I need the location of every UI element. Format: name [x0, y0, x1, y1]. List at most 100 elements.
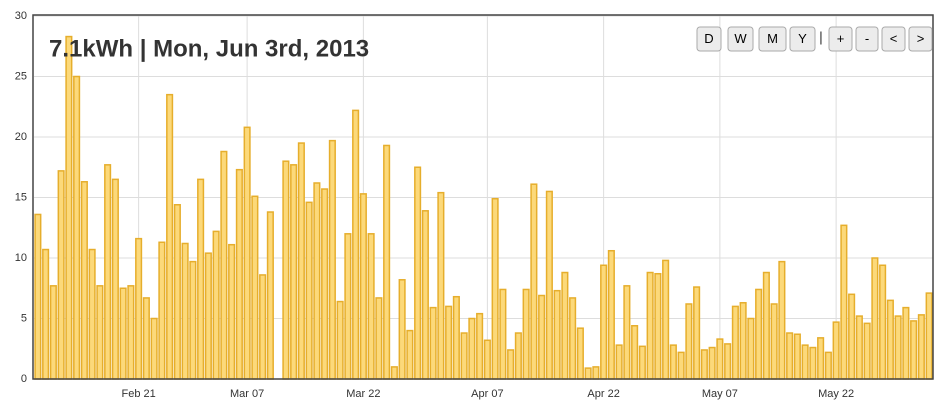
bar — [80, 181, 88, 380]
bar — [476, 312, 484, 380]
bar — [584, 367, 592, 380]
bar — [917, 314, 925, 380]
bar — [421, 210, 429, 380]
bar — [662, 259, 670, 380]
toolbar-button[interactable]: - — [855, 26, 879, 52]
bar — [561, 271, 569, 380]
bar — [290, 164, 298, 380]
bar — [173, 204, 181, 380]
toolbar-button[interactable]: > — [908, 26, 933, 52]
bar — [514, 332, 522, 380]
bar — [49, 285, 57, 380]
bar — [871, 257, 879, 380]
bar — [824, 351, 832, 380]
bar — [352, 109, 360, 380]
bar — [646, 271, 654, 380]
bar — [848, 293, 856, 380]
y-tick-label: 20 — [15, 131, 27, 143]
bar — [445, 305, 453, 380]
chart-title: 7.1kWh | Mon, Jun 3rd, 2013 — [49, 35, 369, 62]
bar — [142, 297, 150, 380]
bar — [631, 325, 639, 380]
bar — [259, 274, 267, 380]
bar — [879, 264, 887, 380]
bar — [623, 285, 631, 380]
button-label[interactable]: + — [837, 31, 845, 46]
button-label[interactable]: W — [734, 31, 747, 46]
bar — [375, 297, 383, 380]
bar — [119, 287, 127, 380]
button-face[interactable] — [696, 26, 722, 52]
button-label[interactable]: < — [890, 31, 898, 46]
bar — [545, 190, 553, 380]
bar — [297, 142, 305, 380]
bar — [894, 315, 902, 380]
bar — [886, 299, 894, 380]
bar — [135, 237, 143, 380]
bar — [150, 317, 158, 380]
toolbar-button[interactable]: + — [828, 26, 853, 52]
bar — [398, 279, 406, 380]
button-label[interactable]: Y — [798, 31, 807, 46]
bar — [685, 303, 693, 380]
bar — [491, 197, 499, 380]
bar — [367, 233, 375, 380]
bar — [111, 178, 119, 380]
y-tick-label: 15 — [15, 191, 27, 203]
bar — [700, 349, 708, 380]
button-label[interactable]: - — [865, 31, 869, 46]
button-face[interactable] — [855, 26, 879, 52]
bar — [615, 344, 623, 380]
bar — [328, 139, 336, 380]
bar — [282, 160, 290, 380]
bar — [778, 260, 786, 380]
y-tick-label: 30 — [15, 10, 27, 22]
bar — [855, 315, 863, 380]
bar — [336, 300, 344, 380]
bar — [677, 351, 685, 380]
bar — [104, 164, 112, 380]
button-face[interactable] — [727, 26, 754, 52]
toolbar-button[interactable]: W — [727, 26, 754, 52]
x-tick-label: May 22 — [818, 388, 854, 400]
bar — [817, 337, 825, 380]
bar — [429, 306, 437, 380]
bar — [569, 297, 577, 380]
bar — [530, 183, 538, 380]
bar — [158, 241, 166, 380]
bar — [383, 144, 391, 380]
bar — [801, 344, 809, 380]
bar — [654, 272, 662, 380]
button-label[interactable]: M — [767, 31, 778, 46]
button-face[interactable] — [908, 26, 933, 52]
button-face[interactable] — [828, 26, 853, 52]
bar — [592, 366, 600, 380]
bar — [220, 150, 228, 380]
bar — [166, 93, 174, 380]
bar — [204, 252, 212, 380]
button-label[interactable]: > — [917, 31, 925, 46]
bar — [693, 286, 701, 380]
toolbar-button[interactable]: M — [758, 26, 787, 52]
button-label[interactable]: D — [704, 31, 713, 46]
toolbar-button[interactable]: Y — [789, 26, 816, 52]
toolbar-button[interactable]: < — [881, 26, 906, 52]
toolbar-button[interactable]: D — [696, 26, 722, 52]
bar — [669, 344, 677, 380]
bar — [762, 271, 770, 380]
bar — [212, 230, 220, 380]
bar — [57, 170, 65, 380]
bar — [321, 188, 329, 380]
bar — [228, 243, 236, 380]
button-face[interactable] — [789, 26, 816, 52]
button-face[interactable] — [758, 26, 787, 52]
bar — [96, 285, 104, 380]
bar — [243, 126, 251, 380]
bar — [840, 224, 848, 380]
bar — [313, 182, 321, 380]
bar — [42, 248, 50, 380]
bar — [793, 333, 801, 380]
bar — [251, 195, 259, 380]
button-face[interactable] — [881, 26, 906, 52]
